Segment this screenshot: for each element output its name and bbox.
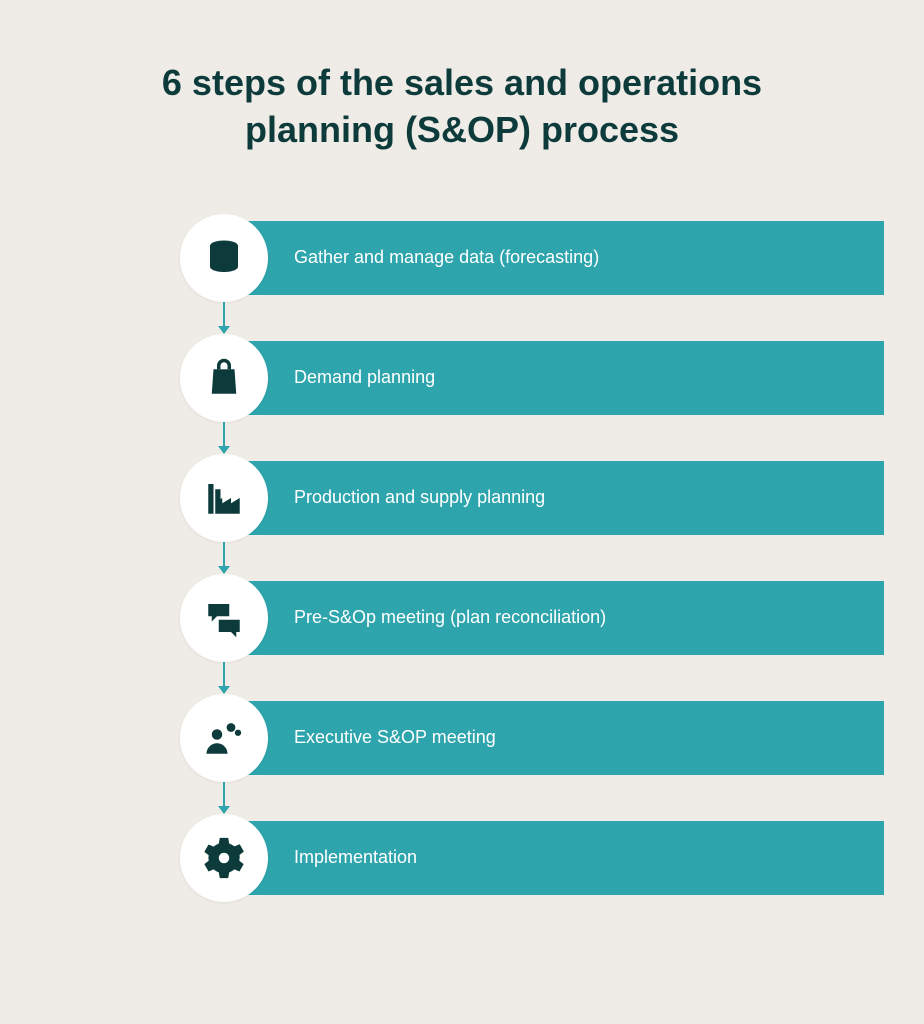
shopping-bag-icon (203, 357, 245, 399)
step-circle (180, 454, 268, 542)
step-label: Production and supply planning (294, 487, 545, 508)
step-bar: Implementation (224, 821, 884, 895)
step-label: Executive S&OP meeting (294, 727, 496, 748)
step-row: Implementation (180, 814, 884, 902)
gear-icon (203, 837, 245, 879)
step-bar: Production and supply planning (224, 461, 884, 535)
step-bar: Executive S&OP meeting (224, 701, 884, 775)
step-row: Demand planning (180, 334, 884, 422)
connector-arrow (223, 782, 225, 814)
connector-arrow (223, 302, 225, 334)
step-row: Gather and manage data (forecasting) (180, 214, 884, 302)
step-circle (180, 334, 268, 422)
step-bar: Pre-S&Op meeting (plan reconciliation) (224, 581, 884, 655)
step-row: Executive S&OP meeting (180, 694, 884, 782)
connector-arrow (223, 422, 225, 454)
step-bar: Demand planning (224, 341, 884, 415)
step-label: Implementation (294, 847, 417, 868)
step-bar: Gather and manage data (forecasting) (224, 221, 884, 295)
connector-arrow (223, 542, 225, 574)
page-title: 6 steps of the sales and operations plan… (40, 60, 884, 154)
step-row: Production and supply planning (180, 454, 884, 542)
step-circle (180, 214, 268, 302)
factory-icon (203, 477, 245, 519)
connector-arrow (223, 662, 225, 694)
step-circle (180, 574, 268, 662)
person-speech-icon (203, 717, 245, 759)
step-row: Pre-S&Op meeting (plan reconciliation) (180, 574, 884, 662)
step-label: Pre-S&Op meeting (plan reconciliation) (294, 607, 606, 628)
steps-flow: Gather and manage data (forecasting) Dem… (180, 214, 884, 902)
step-label: Demand planning (294, 367, 435, 388)
database-icon (203, 237, 245, 279)
step-label: Gather and manage data (forecasting) (294, 247, 599, 268)
chat-bubbles-icon (203, 597, 245, 639)
step-circle (180, 694, 268, 782)
step-circle (180, 814, 268, 902)
